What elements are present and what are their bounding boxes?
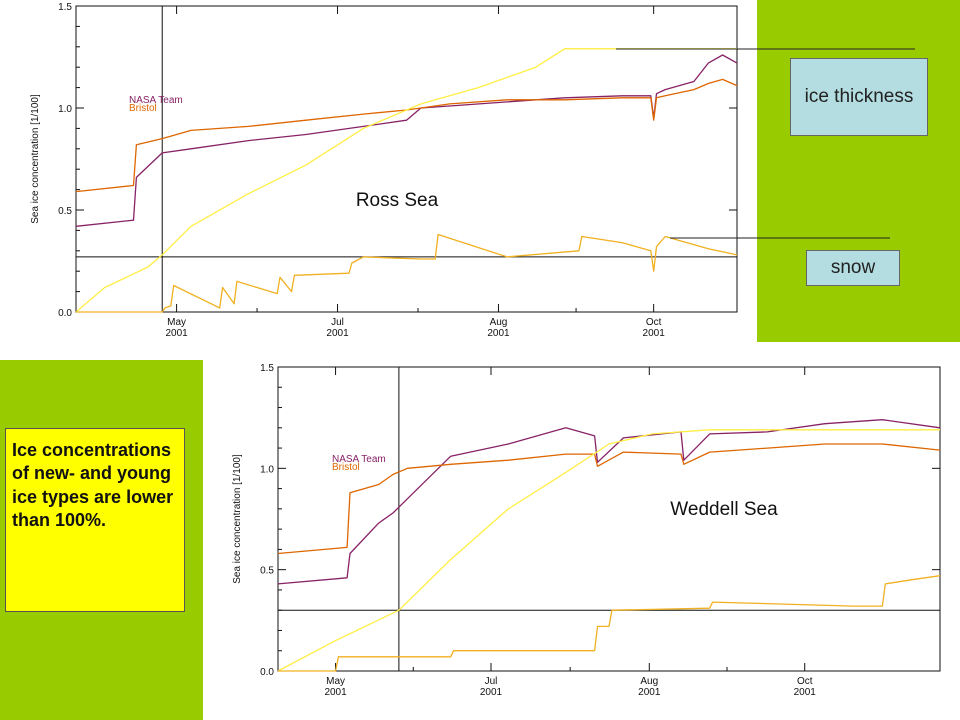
weddell-sea-y-tick-label: 0.5 xyxy=(260,566,274,577)
ice-concentration-note: Ice concentrations of new- and young ice… xyxy=(5,428,185,612)
weddell-sea-legend-nasa-team: NASA Team xyxy=(332,454,386,465)
weddell-sea-legend-bristol: Bristol xyxy=(332,462,360,473)
weddell-sea-y-tick-label: 1.0 xyxy=(260,464,274,475)
weddell-sea-x-tick-label: Oct xyxy=(797,676,813,687)
ross-sea-legend-nasa-team: NASA Team xyxy=(129,95,183,106)
ross-sea-y-axis-label: Sea ice concentration [1/100] xyxy=(30,94,41,224)
weddell-sea-x-tick-year: 2001 xyxy=(638,687,661,698)
ross-sea-x-tick-year: 2001 xyxy=(165,328,188,339)
ross-sea-series-ice-thickness xyxy=(75,48,737,313)
weddell-sea-y-tick-label: 0.0 xyxy=(260,667,274,678)
ross-sea-legend-bristol: Bristol xyxy=(129,103,157,114)
weddell-sea-series-ice-thickness xyxy=(277,429,940,672)
weddell-sea-plot-frame xyxy=(277,366,941,672)
weddell-sea-x-tick-label: Aug xyxy=(640,676,658,687)
ross-sea-x-tick-label: Jul xyxy=(331,317,344,328)
ross-sea-series-bristol xyxy=(75,78,738,193)
weddell-sea-x-tick-label: May xyxy=(326,676,345,687)
weddell-sea-series-nasa-team xyxy=(277,419,941,585)
ice-thickness-callout: ice thickness xyxy=(790,58,928,136)
ross-sea-x-tick-year: 2001 xyxy=(487,328,510,339)
weddell-sea-x-tick-year: 2001 xyxy=(794,687,817,698)
ross-sea-x-tick-year: 2001 xyxy=(643,328,666,339)
weddell-sea-x-tick-year: 2001 xyxy=(324,687,347,698)
ross-sea-x-tick-label: May xyxy=(167,317,186,328)
weddell-sea-region-label: Weddell Sea xyxy=(670,499,778,520)
weddell-sea-x-tick-label: Jul xyxy=(485,676,498,687)
ross-sea-y-tick-label: 1.0 xyxy=(58,104,72,115)
ross-sea-x-tick-year: 2001 xyxy=(326,328,349,339)
ross-sea-series-nasa-team xyxy=(75,54,738,227)
weddell-sea-series-snow xyxy=(278,575,941,672)
ross-sea-plot-frame xyxy=(75,5,738,313)
weddell-sea-y-tick-label: 1.5 xyxy=(260,363,274,374)
ross-sea-x-tick-label: Aug xyxy=(490,317,508,328)
snow-callout: snow xyxy=(806,250,900,286)
ross-sea-y-tick-label: 0.5 xyxy=(58,206,72,217)
ross-sea-y-tick-label: 1.5 xyxy=(58,2,72,13)
ross-sea-series-snow xyxy=(76,233,738,313)
weddell-sea-x-tick-year: 2001 xyxy=(480,687,503,698)
ross-sea-x-tick-label: Oct xyxy=(646,317,662,328)
ross-sea-y-tick-label: 0.0 xyxy=(58,308,72,319)
weddell-sea-y-axis-label: Sea ice concentration [1/100] xyxy=(232,454,243,584)
ross-sea-region-label: Ross Sea xyxy=(356,190,439,211)
